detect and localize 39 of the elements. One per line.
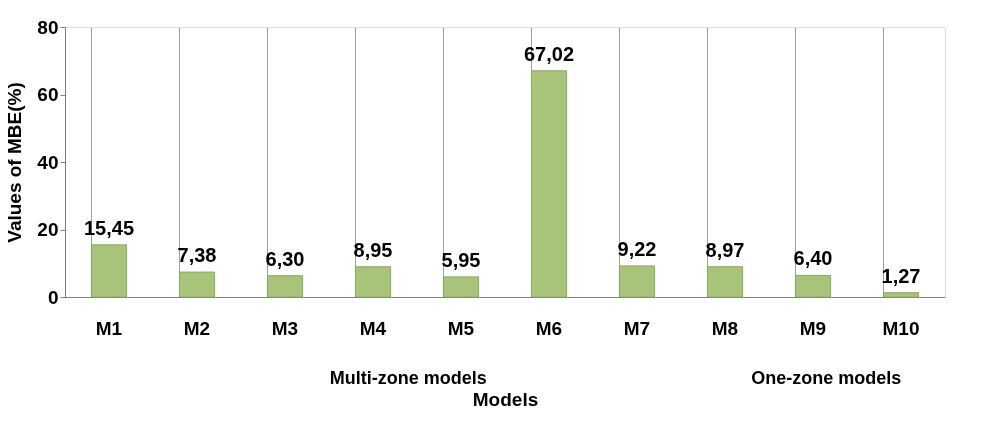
bar	[530, 70, 568, 298]
data-label: 6,40	[793, 247, 833, 270]
x-tick-label: M5	[447, 317, 475, 339]
x-tick-label: M9	[799, 317, 827, 339]
data-label: 5,95	[441, 248, 481, 271]
data-label: 8,97	[705, 238, 745, 261]
text: One-zone models	[751, 368, 902, 388]
bar	[178, 271, 216, 298]
data-label: 6,30	[265, 247, 305, 270]
bar	[90, 244, 128, 298]
bar	[354, 266, 392, 298]
data-label: 15,45	[83, 216, 135, 239]
text: Multi-zone models	[329, 368, 487, 388]
y-tick-label: 60	[37, 84, 59, 105]
y-tick-label: 80	[37, 16, 59, 38]
data-label: 9,22	[617, 237, 657, 260]
x-tick-label: M8	[711, 317, 739, 339]
bar	[266, 275, 304, 298]
bar	[882, 292, 920, 298]
x-tick-label: M1	[95, 317, 123, 339]
y-tick-label: 20	[37, 219, 59, 240]
data-label: 67,02	[523, 42, 575, 65]
x-axis-title: Models	[472, 388, 539, 410]
x-tick-label: M2	[183, 317, 211, 339]
x-tick-label: M6	[535, 317, 563, 339]
bar	[442, 276, 480, 298]
data-label: 7,38	[177, 244, 217, 267]
bar	[794, 274, 832, 298]
y-axis-title: Values of MBE(%)	[4, 82, 26, 243]
y-tick-label: 0	[47, 286, 59, 308]
x-tick-label: M4	[359, 317, 387, 339]
x-tick-label: M10	[882, 317, 920, 339]
x-tick-label: M3	[271, 317, 299, 339]
data-label: 1,27	[881, 264, 921, 287]
bar	[706, 266, 744, 298]
data-label: 8,95	[353, 238, 393, 261]
bar	[618, 265, 656, 298]
y-tick-label: 40	[37, 151, 59, 173]
x-tick-label: M7	[623, 317, 651, 339]
